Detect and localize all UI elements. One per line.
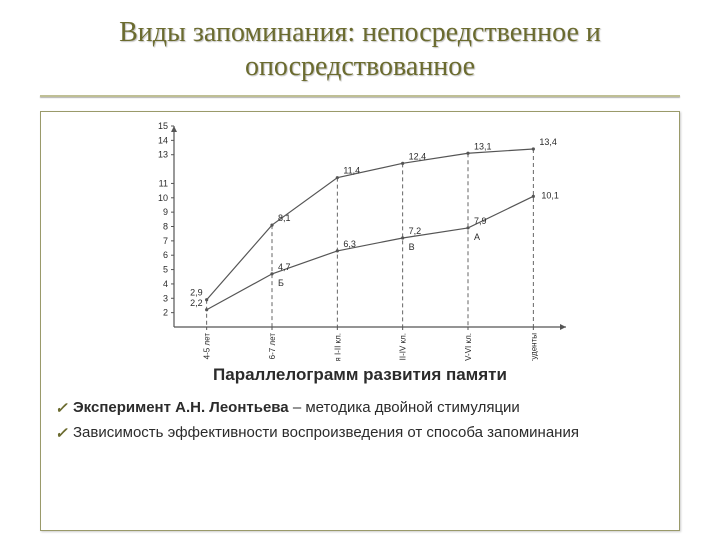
chart-caption: Параллелограмм развития памяти bbox=[51, 365, 669, 385]
title-block: Виды запоминания: непосредственное и опо… bbox=[0, 0, 720, 89]
svg-text:9: 9 bbox=[163, 207, 168, 217]
check-icon: ✓ bbox=[55, 400, 68, 419]
svg-text:6: 6 bbox=[163, 250, 168, 260]
svg-text:уч-ся V-VI кл.: уч-ся V-VI кл. bbox=[464, 333, 473, 361]
svg-text:15: 15 bbox=[158, 121, 168, 131]
svg-text:студенты: студенты bbox=[529, 333, 538, 361]
svg-text:4-5 лет: 4-5 лет bbox=[203, 333, 212, 360]
svg-text:8: 8 bbox=[163, 222, 168, 232]
title-underline bbox=[40, 95, 680, 97]
svg-text:13,4: 13,4 bbox=[539, 137, 557, 147]
svg-text:14: 14 bbox=[158, 136, 168, 146]
bullet-list: ✓ Эксперимент А.Н. Леонтьева – методика … bbox=[55, 399, 665, 443]
svg-text:7,2: 7,2 bbox=[409, 226, 422, 236]
svg-text:10,1: 10,1 bbox=[541, 191, 559, 201]
svg-text:13: 13 bbox=[158, 150, 168, 160]
bullet-item: ✓ Эксперимент А.Н. Леонтьева – методика … bbox=[55, 399, 665, 418]
svg-text:4: 4 bbox=[163, 279, 168, 289]
slide-title: Виды запоминания: непосредственное и опо… bbox=[40, 16, 680, 83]
svg-text:7: 7 bbox=[163, 236, 168, 246]
svg-text:уч-ся III-IV кл.: уч-ся III-IV кл. bbox=[399, 333, 408, 361]
chart-holder: 2 3 4 5 6 7 8 9 10 11 13 14 15 4-5 лет 6-7 лет уч-ся I-… bbox=[51, 116, 669, 361]
svg-text:4,7: 4,7 bbox=[278, 262, 291, 272]
check-icon: ✓ bbox=[55, 425, 68, 444]
line-chart: 2 3 4 5 6 7 8 9 10 11 13 14 15 4-5 лет 6-7 лет уч-ся I-… bbox=[130, 116, 590, 361]
svg-text:6-7 лет: 6-7 лет bbox=[268, 333, 277, 360]
svg-text:11: 11 bbox=[159, 179, 168, 189]
svg-text:Б: Б bbox=[278, 278, 284, 288]
svg-text:8,1: 8,1 bbox=[278, 213, 291, 223]
bullet-text: Эксперимент А.Н. Леонтьева – методика дв… bbox=[73, 399, 520, 416]
bullet-item: ✓ Зависимость эффективности воспроизведе… bbox=[55, 424, 665, 443]
slide: Виды запоминания: непосредственное и опо… bbox=[0, 0, 720, 540]
content-frame: 2 3 4 5 6 7 8 9 10 11 13 14 15 4-5 лет 6-7 лет уч-ся I-… bbox=[40, 111, 680, 531]
svg-text:2,2: 2,2 bbox=[190, 298, 203, 308]
svg-text:13,1: 13,1 bbox=[474, 141, 492, 151]
svg-text:В: В bbox=[409, 242, 415, 252]
svg-text:2: 2 bbox=[163, 308, 168, 318]
svg-text:уч-ся I-II кл.: уч-ся I-II кл. bbox=[333, 333, 342, 361]
bullet-text: Зависимость эффективности воспроизведени… bbox=[73, 424, 579, 441]
svg-text:12,4: 12,4 bbox=[409, 152, 427, 162]
svg-text:А: А bbox=[474, 232, 480, 242]
svg-text:7,9: 7,9 bbox=[474, 216, 487, 226]
svg-text:5: 5 bbox=[163, 265, 168, 275]
svg-text:6,3: 6,3 bbox=[343, 239, 356, 249]
svg-text:2,9: 2,9 bbox=[190, 288, 203, 298]
svg-text:3: 3 bbox=[163, 293, 168, 303]
svg-text:10: 10 bbox=[158, 193, 168, 203]
svg-text:11,4: 11,4 bbox=[343, 166, 360, 176]
